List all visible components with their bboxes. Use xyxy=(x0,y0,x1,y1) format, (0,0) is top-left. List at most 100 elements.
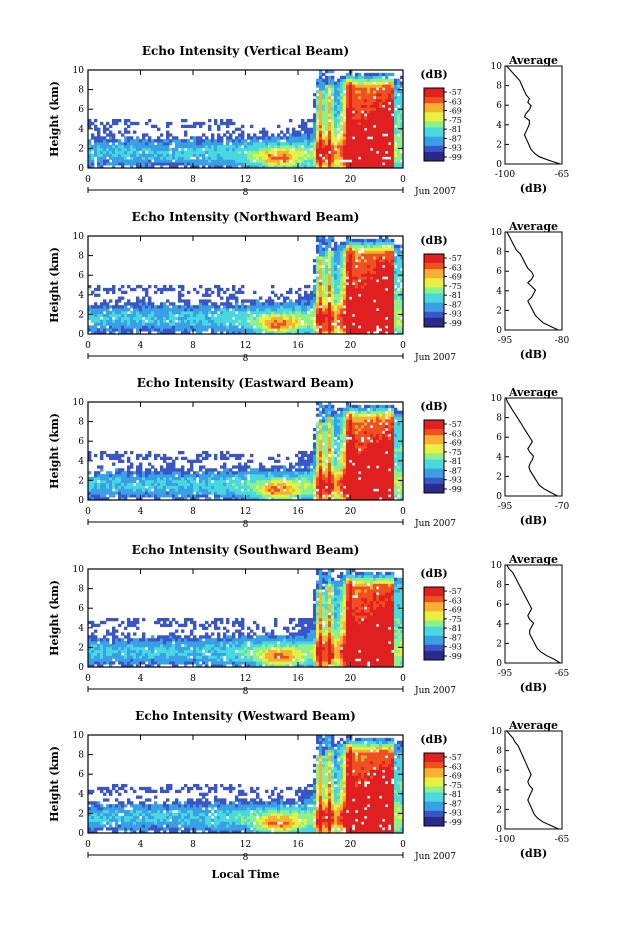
heatmap-cell xyxy=(379,119,383,123)
heatmap-cell xyxy=(373,162,377,166)
heatmap-cell xyxy=(340,442,344,446)
heatmap-cell xyxy=(331,267,335,271)
heatmap-cell xyxy=(91,147,95,152)
heatmap-cell xyxy=(202,482,206,486)
heatmap-cell xyxy=(88,124,92,129)
heatmap-cell xyxy=(364,130,368,134)
heatmap-cell xyxy=(238,491,242,495)
heatmap-cell xyxy=(349,261,353,266)
heatmap-cell xyxy=(268,328,272,332)
heatmap-cell xyxy=(220,488,224,492)
heatmap-cell xyxy=(313,136,317,140)
heatmap-cell xyxy=(178,293,182,297)
heatmap-cell xyxy=(112,287,116,292)
heatmap-cell xyxy=(352,162,356,166)
heatmap-cell xyxy=(352,325,356,329)
heatmap-cell xyxy=(316,305,320,309)
heatmap-cell xyxy=(346,150,350,154)
heatmap-cell xyxy=(229,302,233,306)
heatmap-cell xyxy=(151,165,155,169)
heatmap-cell xyxy=(337,485,341,489)
heatmap-cell xyxy=(103,485,107,489)
heatmap-cell xyxy=(376,72,380,77)
heatmap-cell xyxy=(349,247,353,251)
heatmap-cell xyxy=(229,147,233,152)
heatmap-cell xyxy=(274,488,278,492)
heatmap-cell xyxy=(268,150,272,154)
heatmap-cell xyxy=(298,296,302,300)
heatmap-cell xyxy=(100,302,104,306)
heatmap-cell xyxy=(118,119,122,123)
heatmap-cell xyxy=(379,81,383,85)
heatmap-cell xyxy=(346,84,350,88)
heatmap-cell xyxy=(88,479,92,484)
heatmap-cell xyxy=(145,162,149,166)
heatmap-cell xyxy=(232,144,236,149)
heatmap-cell xyxy=(262,494,266,498)
heatmap-cell xyxy=(367,299,371,303)
heatmap-cell xyxy=(397,247,401,251)
heatmap-cell xyxy=(316,279,320,283)
heatmap-cell xyxy=(103,153,107,157)
heatmap-cell xyxy=(265,136,269,140)
heatmap-cell xyxy=(148,136,152,140)
heatmap-cell xyxy=(154,494,158,498)
heatmap-cell xyxy=(295,319,299,323)
heatmap-cell xyxy=(373,98,377,103)
heatmap-cell xyxy=(334,442,338,446)
heatmap-cell xyxy=(196,147,200,152)
heatmap-cell xyxy=(235,305,239,309)
heatmap-cell xyxy=(199,139,203,143)
heatmap-cell xyxy=(361,104,365,108)
heatmap-cell xyxy=(115,150,119,154)
heatmap-cell xyxy=(133,305,137,309)
heatmap-cell xyxy=(250,156,254,160)
heatmap-cell xyxy=(217,147,221,152)
heatmap-cell xyxy=(325,305,329,309)
heatmap-cell xyxy=(346,98,350,103)
heatmap-cell xyxy=(295,485,299,489)
heatmap-cell xyxy=(196,142,200,146)
heatmap-cell xyxy=(214,139,218,143)
heatmap-cell xyxy=(319,264,323,269)
heatmap-cell xyxy=(352,156,356,160)
heatmap-cell xyxy=(217,479,221,484)
heatmap-cell xyxy=(145,482,149,486)
heatmap-cell xyxy=(340,407,344,412)
heatmap-cell xyxy=(358,316,362,320)
heatmap-cell xyxy=(313,433,317,437)
heatmap-cell xyxy=(193,328,197,332)
heatmap-cell xyxy=(388,124,392,129)
heatmap-cell xyxy=(379,267,383,271)
heatmap-cell xyxy=(358,305,362,309)
heatmap-cell xyxy=(370,107,374,111)
heatmap-cell xyxy=(388,78,392,82)
heatmap-cell xyxy=(115,156,119,160)
heatmap-cell xyxy=(280,150,284,154)
heatmap-cell xyxy=(313,104,317,108)
heatmap-cell xyxy=(202,465,206,469)
heatmap-cell xyxy=(175,479,179,484)
heatmap-cell xyxy=(271,290,275,295)
heatmap-cell xyxy=(136,136,140,140)
heatmap-cell xyxy=(379,139,383,143)
heatmap-cell xyxy=(364,259,368,263)
heatmap-cell xyxy=(391,293,395,297)
heatmap-cell xyxy=(334,250,338,254)
heatmap-cell xyxy=(118,150,122,154)
heatmap-cell xyxy=(367,296,371,300)
heatmap-cell xyxy=(304,322,308,326)
heatmap-cell xyxy=(220,313,224,318)
heatmap-cell xyxy=(340,416,344,420)
heatmap-cell xyxy=(238,476,242,481)
heatmap-cell xyxy=(358,90,362,94)
heatmap-cell xyxy=(358,130,362,134)
heatmap-cell xyxy=(160,142,164,146)
heatmap-cell xyxy=(370,144,374,149)
heatmap-cell xyxy=(331,459,335,463)
heatmap-cell xyxy=(391,238,395,243)
heatmap-cell xyxy=(130,322,134,326)
heatmap-cell xyxy=(376,136,380,140)
heatmap-cell xyxy=(358,104,362,108)
